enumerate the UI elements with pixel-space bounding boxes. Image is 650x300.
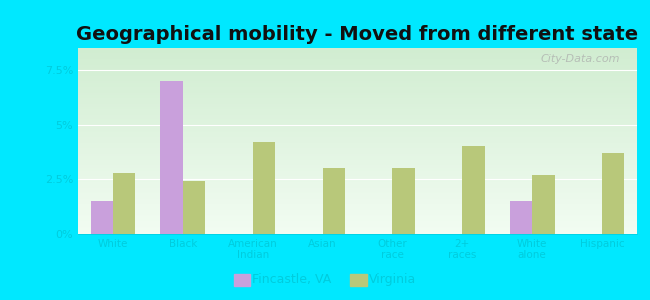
Bar [510,201,532,234]
Bar [90,201,113,234]
Text: City-Data.com: City-Data.com [541,54,620,64]
Bar [462,146,485,234]
Legend: Fincastle, VA, Virginia: Fincastle, VA, Virginia [229,268,421,291]
Title: Geographical mobility - Moved from different state: Geographical mobility - Moved from diffe… [77,25,638,44]
Bar [253,142,275,234]
Bar [183,182,205,234]
Bar [532,175,554,234]
Bar [161,81,183,234]
Bar [113,173,135,234]
Bar [602,153,625,234]
Bar [322,168,345,234]
Bar [393,168,415,234]
